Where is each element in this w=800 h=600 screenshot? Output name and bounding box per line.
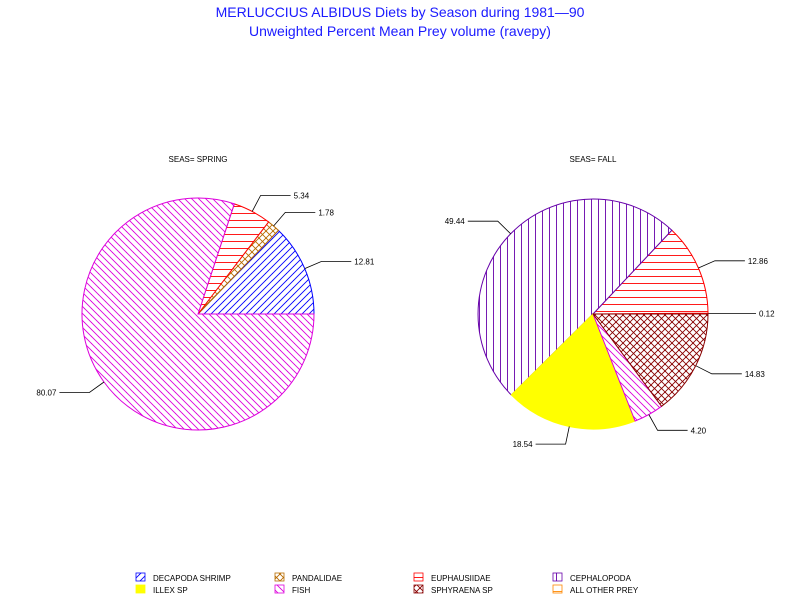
legend-swatch: [413, 572, 424, 582]
slice-value-label: 12.86: [748, 257, 769, 266]
slice-euphausiidae: [591, 229, 709, 315]
legend-swatch: [135, 584, 146, 594]
leader-line: [59, 381, 105, 393]
slice-value-label: 18.54: [513, 440, 534, 449]
legend-swatch: [135, 572, 146, 582]
slice-value-label: 12.81: [354, 258, 375, 267]
legend-item-cephalopoda: CEPHALOPODA: [552, 572, 632, 583]
legend-item-illex-sp: ILLEX SP: [135, 584, 188, 595]
legend-label: CEPHALOPODA: [570, 574, 632, 583]
leader-line: [251, 195, 291, 212]
legend-swatch: [274, 584, 285, 594]
legend-label: SPHYRAENA SP: [431, 586, 493, 595]
leader-line: [304, 261, 352, 269]
pie-label: SEAS= FALL: [570, 155, 617, 164]
slice-value-label: 49.44: [445, 217, 466, 226]
legend-label: DECAPODA SHRIMP: [153, 574, 231, 583]
leader-line: [535, 426, 570, 445]
slice-value-label: 14.83: [745, 370, 766, 379]
slice-value-label: 5.34: [294, 192, 310, 201]
legend-item-fish: FISH: [274, 584, 310, 595]
legend-label: ILLEX SP: [153, 586, 188, 595]
slice-value-label: 0.12: [759, 309, 775, 318]
legend-item-all-other-prey: ALL OTHER PREY: [552, 584, 639, 595]
legend-item-decapoda-shrimp: DECAPODA SHRIMP: [135, 572, 231, 583]
leader-line: [467, 220, 511, 234]
legend-label: EUPHAUSIIDAE: [431, 574, 491, 583]
slice-cephalopoda: [477, 198, 673, 396]
slice-value-label: 1.78: [318, 208, 334, 217]
chart-subtitle: Unweighted Percent Mean Prey volume (rav…: [249, 23, 551, 39]
legend-swatch: [552, 572, 563, 582]
chart-title: MERLUCCIUS ALBIDUS Diets by Season durin…: [215, 4, 585, 20]
legend-item-euphausiidae: EUPHAUSIIDAE: [413, 572, 491, 583]
slice-decapoda-shrimp: [196, 229, 315, 315]
leader-line: [273, 211, 316, 227]
legend-label: FISH: [292, 586, 310, 595]
pie-seas-fall: SEAS= FALL 0.12 12.86 49.44 18.54 4.20 14.83: [445, 155, 775, 449]
slice-value-label: 80.07: [36, 389, 57, 398]
legend-label: ALL OTHER PREY: [570, 586, 639, 595]
legend-swatch: [274, 572, 285, 582]
leader-line: [695, 365, 742, 375]
leader-line: [648, 414, 688, 431]
slice-value-label: 4.20: [691, 426, 707, 435]
legend-swatch: [552, 584, 563, 594]
leader-line: [698, 260, 745, 269]
slice-fish: [81, 197, 315, 431]
legend-item-sphyraena-sp: SPHYRAENA SP: [413, 584, 493, 595]
pie-label: SEAS= SPRING: [169, 155, 228, 164]
legend-item-pandalidae: PANDALIDAE: [274, 572, 342, 583]
legend-swatch: [413, 584, 424, 594]
pie-seas-spring: SEAS= SPRING 12.81 1.78 5.34 80.07: [36, 155, 375, 431]
legend-label: PANDALIDAE: [292, 574, 342, 583]
